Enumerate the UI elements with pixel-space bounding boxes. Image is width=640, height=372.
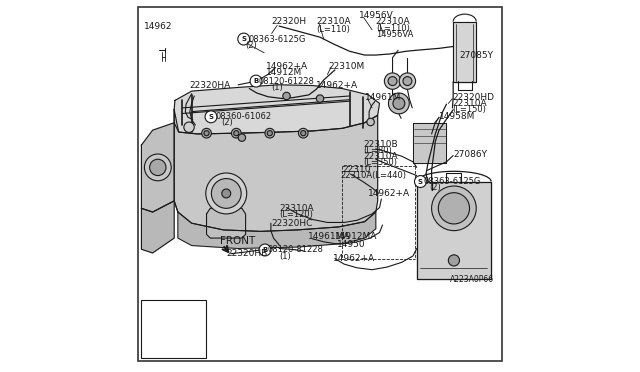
Circle shape bbox=[388, 77, 397, 86]
Text: 22310M: 22310M bbox=[328, 62, 364, 71]
Circle shape bbox=[316, 95, 324, 102]
Text: (2): (2) bbox=[245, 41, 257, 50]
Circle shape bbox=[449, 255, 460, 266]
Text: 08120-81228: 08120-81228 bbox=[267, 246, 323, 254]
Polygon shape bbox=[174, 85, 380, 134]
Text: 22320HD: 22320HD bbox=[452, 93, 495, 102]
Circle shape bbox=[238, 33, 250, 45]
Circle shape bbox=[431, 186, 476, 231]
Text: B: B bbox=[262, 247, 268, 253]
Text: 14912M: 14912M bbox=[266, 68, 302, 77]
Circle shape bbox=[438, 193, 470, 224]
Circle shape bbox=[234, 131, 239, 136]
Polygon shape bbox=[453, 22, 476, 82]
Circle shape bbox=[184, 122, 195, 132]
Text: S: S bbox=[209, 114, 214, 120]
Text: 22320HA: 22320HA bbox=[189, 81, 230, 90]
Text: B: B bbox=[253, 78, 259, 84]
Text: S: S bbox=[418, 179, 423, 185]
Text: 14961M: 14961M bbox=[365, 93, 401, 102]
Text: 14962: 14962 bbox=[145, 22, 173, 31]
Circle shape bbox=[393, 97, 405, 109]
Text: 22310A: 22310A bbox=[452, 99, 487, 108]
Text: 14956VA: 14956VA bbox=[376, 31, 413, 39]
Polygon shape bbox=[178, 212, 376, 248]
Polygon shape bbox=[141, 123, 174, 212]
Circle shape bbox=[301, 131, 306, 136]
Circle shape bbox=[298, 128, 308, 138]
Text: 08363-6125G: 08363-6125G bbox=[248, 35, 306, 44]
Text: 14962+A: 14962+A bbox=[316, 81, 358, 90]
Text: (L=110): (L=110) bbox=[376, 24, 410, 33]
Text: (2): (2) bbox=[429, 183, 442, 192]
Circle shape bbox=[206, 173, 246, 214]
Text: (L=350): (L=350) bbox=[363, 158, 397, 167]
Circle shape bbox=[222, 189, 231, 198]
Text: (1): (1) bbox=[279, 252, 291, 261]
Circle shape bbox=[211, 179, 241, 208]
Text: 22320HB: 22320HB bbox=[227, 249, 268, 258]
Text: (2): (2) bbox=[221, 118, 233, 127]
Circle shape bbox=[367, 118, 374, 126]
Circle shape bbox=[150, 159, 166, 176]
Text: 08360-61062: 08360-61062 bbox=[215, 112, 271, 121]
Text: 14912MA: 14912MA bbox=[335, 232, 377, 241]
Polygon shape bbox=[207, 208, 246, 238]
Text: 08120-61228: 08120-61228 bbox=[259, 77, 314, 86]
Text: 22310A: 22310A bbox=[376, 17, 410, 26]
Text: 22310B: 22310B bbox=[363, 140, 398, 149]
Text: S: S bbox=[241, 36, 246, 42]
Text: 27086Y: 27086Y bbox=[453, 150, 487, 159]
Text: (L=120): (L=120) bbox=[279, 210, 313, 219]
Text: (L=150): (L=150) bbox=[452, 105, 486, 114]
Text: 22320HC: 22320HC bbox=[271, 219, 312, 228]
Text: 22310A: 22310A bbox=[363, 153, 398, 161]
Circle shape bbox=[385, 73, 401, 89]
Text: (L=110): (L=110) bbox=[316, 25, 350, 34]
Polygon shape bbox=[141, 201, 174, 253]
Text: 14962+A: 14962+A bbox=[369, 189, 410, 198]
Circle shape bbox=[204, 131, 209, 136]
Text: 14958M: 14958M bbox=[439, 112, 476, 121]
Polygon shape bbox=[174, 110, 378, 231]
Text: 27085Y: 27085Y bbox=[460, 51, 493, 60]
Text: 14950: 14950 bbox=[337, 240, 365, 248]
Text: 22310A(L=440): 22310A(L=440) bbox=[340, 171, 406, 180]
Circle shape bbox=[403, 77, 412, 86]
Circle shape bbox=[267, 131, 273, 136]
Circle shape bbox=[415, 176, 426, 187]
Circle shape bbox=[265, 128, 275, 138]
Text: FRONT: FRONT bbox=[220, 236, 255, 246]
Circle shape bbox=[202, 128, 211, 138]
Text: 14962+A: 14962+A bbox=[266, 62, 308, 71]
Text: (L=80): (L=80) bbox=[363, 146, 392, 155]
Circle shape bbox=[232, 128, 241, 138]
Polygon shape bbox=[413, 123, 447, 163]
Bar bbox=[141, 300, 206, 358]
Text: 14961MA: 14961MA bbox=[308, 232, 351, 241]
Text: (1): (1) bbox=[271, 83, 283, 92]
Text: 14956V: 14956V bbox=[359, 11, 394, 20]
Circle shape bbox=[145, 154, 172, 181]
Text: 22310A: 22310A bbox=[279, 204, 314, 213]
Text: 08363-6125G: 08363-6125G bbox=[424, 177, 481, 186]
Text: 22320H: 22320H bbox=[271, 17, 306, 26]
Circle shape bbox=[259, 244, 271, 256]
Text: 22310A: 22310A bbox=[316, 17, 351, 26]
Text: 14962+A: 14962+A bbox=[333, 254, 375, 263]
Text: A223A0P66: A223A0P66 bbox=[449, 275, 493, 284]
Circle shape bbox=[205, 111, 217, 123]
Circle shape bbox=[238, 134, 246, 141]
Circle shape bbox=[250, 75, 262, 87]
Circle shape bbox=[283, 92, 291, 100]
Circle shape bbox=[388, 93, 410, 114]
Circle shape bbox=[399, 73, 415, 89]
Polygon shape bbox=[417, 182, 491, 279]
Text: 22310: 22310 bbox=[342, 165, 371, 174]
